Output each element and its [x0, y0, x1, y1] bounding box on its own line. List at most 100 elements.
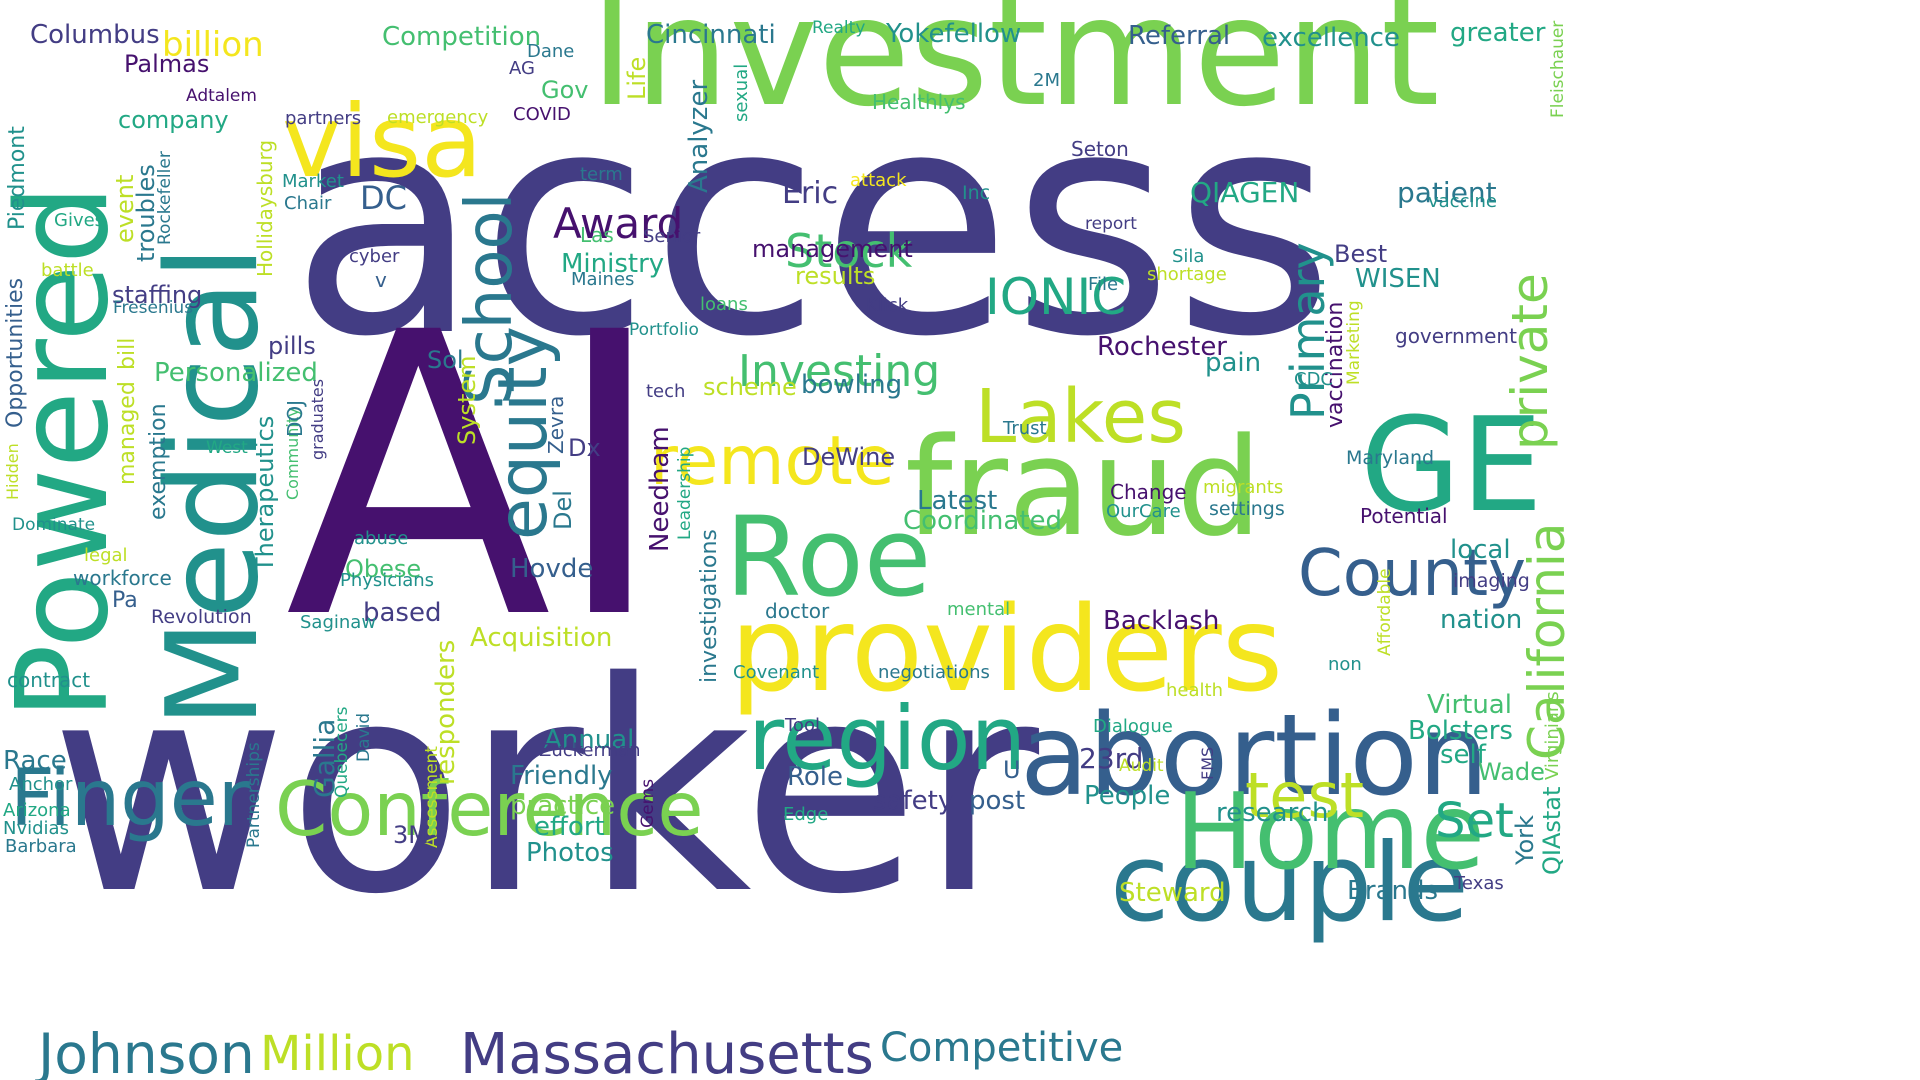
- word: graduates: [308, 378, 327, 460]
- word: results: [795, 262, 876, 290]
- word: Therapeutics: [251, 415, 279, 572]
- word: Senior: [643, 226, 701, 247]
- word: Finger: [10, 754, 250, 844]
- word: WISEN: [1355, 264, 1441, 294]
- word: Partnerships: [244, 742, 264, 848]
- word: Virginians: [1542, 691, 1563, 780]
- word: migrants: [1203, 477, 1284, 498]
- word: Conference: [275, 765, 704, 853]
- word: legal: [84, 545, 128, 566]
- word: Latest: [917, 486, 998, 516]
- word: Gov: [541, 76, 589, 104]
- word: nation: [1440, 605, 1523, 635]
- word: Healthlys: [872, 90, 966, 114]
- word: Million: [260, 1026, 415, 1080]
- word: Stock: [785, 224, 913, 278]
- word: providers: [730, 580, 1284, 718]
- word: GE: [1360, 389, 1543, 541]
- word: QIAGEN: [1190, 176, 1300, 209]
- word: sexual: [731, 63, 752, 122]
- word: Texas: [1454, 873, 1504, 894]
- word: partners: [285, 108, 362, 129]
- word: Potential: [1360, 504, 1448, 528]
- word: Competitive: [880, 1025, 1124, 1071]
- word: Home: [1175, 771, 1486, 893]
- word: Ministry: [561, 249, 665, 279]
- word: region: [748, 687, 1027, 790]
- word: worker: [50, 621, 1040, 958]
- word: emergency: [387, 107, 489, 128]
- word: abortion: [1020, 691, 1489, 821]
- word: Award: [553, 199, 684, 248]
- word: Investment: [590, 0, 1440, 140]
- word: private: [1501, 273, 1559, 450]
- word: Marketing: [1344, 300, 1364, 385]
- word: Del: [549, 490, 577, 530]
- word: Zuckerman: [539, 740, 641, 761]
- word: Edge: [783, 804, 829, 825]
- word: Inc: [962, 182, 991, 204]
- word: Obese: [345, 555, 422, 583]
- word: Roe: [725, 493, 932, 621]
- word: Las: [580, 223, 614, 247]
- word: staffing: [112, 281, 203, 309]
- word: based: [363, 598, 442, 628]
- word: Role: [787, 762, 844, 792]
- word: pain: [1205, 348, 1262, 378]
- word: management: [752, 235, 913, 263]
- word: AI: [285, 250, 667, 704]
- word: Klick: [866, 295, 909, 316]
- word: Seton: [1071, 137, 1129, 161]
- word: greater: [1450, 18, 1546, 48]
- word: research: [1216, 798, 1329, 828]
- word: File: [1088, 274, 1119, 295]
- word: exemption: [146, 403, 171, 520]
- word: System: [453, 355, 481, 446]
- word: West: [206, 438, 248, 458]
- word: U: [1003, 756, 1021, 784]
- word: Opportunities: [3, 277, 28, 428]
- word: Columbus: [30, 20, 160, 50]
- word: Best: [1334, 240, 1388, 268]
- word: Friendly: [510, 761, 613, 791]
- word: Bolsters: [1408, 716, 1513, 746]
- word: health: [1166, 680, 1223, 701]
- word: loans: [700, 294, 748, 315]
- word: Lakes: [975, 374, 1186, 460]
- word: Referral: [1128, 21, 1231, 51]
- word: patient: [1397, 176, 1497, 209]
- word: post: [969, 786, 1026, 816]
- word: Portfolio: [629, 320, 699, 340]
- word: shortage: [1147, 264, 1227, 285]
- word: Hollidaysburg: [253, 139, 277, 277]
- word: Backlash: [1103, 606, 1220, 636]
- word: Hovde: [510, 554, 594, 584]
- word: County: [1298, 537, 1526, 611]
- word: tech: [646, 381, 686, 402]
- word: practice: [510, 791, 616, 821]
- word: Maines: [571, 269, 635, 290]
- word: Nvidias: [3, 818, 69, 839]
- word: negotiations: [878, 662, 990, 683]
- word: government: [1395, 324, 1517, 348]
- word: mental: [947, 599, 1011, 620]
- word: Revolution: [151, 606, 252, 628]
- word: Covenant: [733, 662, 820, 683]
- word: Realty: [812, 18, 866, 38]
- word: Eric: [782, 176, 839, 211]
- word: DC: [360, 179, 407, 217]
- word: doctor: [765, 599, 830, 623]
- word: IONIC: [985, 268, 1127, 326]
- word: company: [118, 106, 229, 134]
- word: imaging: [1453, 570, 1530, 592]
- word: Dominate: [12, 515, 96, 535]
- word: 3M: [393, 821, 429, 849]
- word: Personalized: [154, 358, 318, 388]
- word: Dane: [527, 41, 575, 62]
- word: safety: [873, 786, 954, 816]
- word: event: [111, 174, 139, 243]
- word: Tool: [785, 715, 820, 736]
- word: Barbara: [5, 836, 77, 857]
- word: Market: [282, 171, 344, 192]
